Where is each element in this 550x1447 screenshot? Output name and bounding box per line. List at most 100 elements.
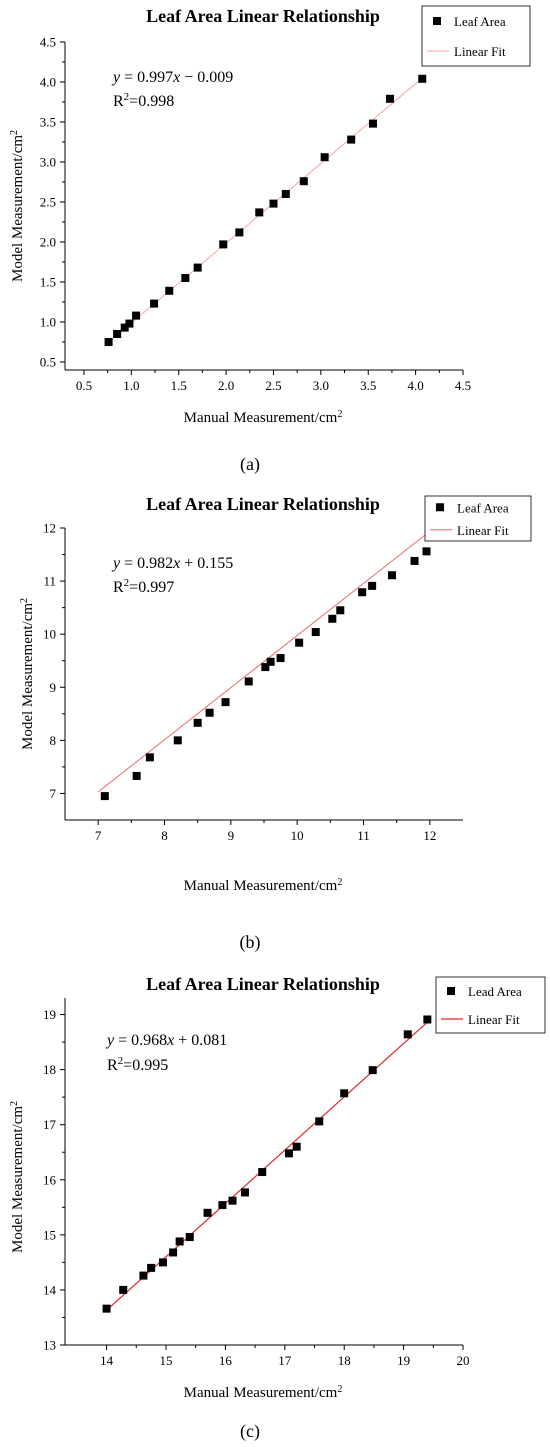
y-axis-label: Model Measurement/cm2 bbox=[9, 1101, 27, 1253]
r-squared-value: =0.997 bbox=[129, 579, 174, 596]
x-tick-label: 2.0 bbox=[218, 378, 234, 393]
x-tick-label: 18 bbox=[338, 1353, 351, 1368]
y-tick-label: 16 bbox=[43, 1172, 57, 1187]
y-tick-label: 17 bbox=[43, 1117, 57, 1132]
y-tick-label: 19 bbox=[43, 1007, 56, 1022]
data-point bbox=[315, 1117, 324, 1126]
y-tick-label: 11 bbox=[43, 574, 56, 589]
x-tick-label: 10 bbox=[291, 828, 304, 843]
y-tick-label: 0.5 bbox=[40, 355, 56, 370]
data-point bbox=[368, 1066, 377, 1075]
x-tick-label: 11 bbox=[357, 828, 370, 843]
equation-x: x bbox=[166, 1032, 174, 1049]
equation-intercept: + 0.155 bbox=[180, 555, 233, 572]
x-tick-label: 20 bbox=[457, 1353, 470, 1368]
x-axis-label-text: Manual Measurement/cm bbox=[184, 410, 338, 426]
data-point bbox=[368, 119, 377, 128]
legend-marker bbox=[436, 503, 444, 512]
data-point bbox=[139, 1271, 148, 1280]
y-axis-label-superscript: 2 bbox=[9, 130, 20, 135]
data-point bbox=[240, 1188, 249, 1197]
r-squared-base: R bbox=[107, 1057, 118, 1074]
equation-y: y bbox=[105, 1032, 115, 1049]
data-point bbox=[276, 654, 285, 663]
scatter-chart-a: Leaf Area Linear Relationship 0.5 1.0 1.5 2.… bbox=[9, 5, 531, 475]
data-point bbox=[119, 1285, 128, 1294]
y-tick-label: 4.0 bbox=[40, 75, 56, 90]
x-tick-label: 2.5 bbox=[265, 378, 281, 393]
x-tick-label: 16 bbox=[219, 1353, 233, 1368]
data-point bbox=[269, 199, 278, 208]
data-point bbox=[100, 792, 109, 801]
r-squared-superscript: 2 bbox=[118, 1055, 124, 1067]
data-point bbox=[125, 319, 134, 328]
fit-equation: y = 0.982x + 0.155 bbox=[111, 555, 233, 572]
data-point bbox=[120, 323, 129, 332]
x-tick-label: 3.5 bbox=[360, 378, 376, 393]
data-point bbox=[299, 177, 308, 186]
data-point bbox=[175, 1237, 184, 1246]
data-point bbox=[311, 628, 320, 637]
fit-equation: y = 0.968x + 0.081 bbox=[105, 1032, 227, 1049]
data-point bbox=[258, 1168, 267, 1177]
scatter-chart-c: Leaf Area Linear Relationship 14 15 16 17 18 1… bbox=[9, 974, 546, 1442]
y-tick-label: 3.0 bbox=[40, 155, 56, 170]
x-axis-label: Manual Measurement/cm2 bbox=[184, 409, 343, 427]
r-squared-value: =0.995 bbox=[123, 1057, 168, 1074]
equation-x: x bbox=[172, 69, 180, 86]
data-point bbox=[336, 606, 345, 615]
x-tick-label: 1.5 bbox=[171, 378, 187, 393]
equation-intercept: + 0.081 bbox=[174, 1032, 227, 1049]
equation-y: y bbox=[111, 69, 121, 86]
data-point bbox=[388, 571, 397, 580]
x-axis-label: Manual Measurement/cm2 bbox=[184, 877, 343, 895]
data-point bbox=[102, 1304, 111, 1313]
y-tick-label: 1.5 bbox=[40, 275, 56, 290]
scatter-chart-b: Leaf Area Linear Relationship 7 8 9 10 11 12 7 8… bbox=[19, 494, 532, 953]
data-point bbox=[159, 1258, 168, 1267]
x-tick-label: 19 bbox=[397, 1353, 410, 1368]
x-tick-label: 3.0 bbox=[313, 378, 329, 393]
legend-label-series: Leaf Area bbox=[457, 500, 509, 515]
data-point bbox=[244, 677, 253, 686]
r-squared-base: R bbox=[113, 579, 124, 596]
data-point bbox=[423, 1015, 432, 1024]
y-tick-label: 12 bbox=[43, 521, 56, 536]
data-point bbox=[104, 338, 113, 346]
panel-label: (a) bbox=[240, 454, 260, 475]
y-tick-label: 18 bbox=[43, 1062, 56, 1077]
x-axis-label: Manual Measurement/cm2 bbox=[184, 1384, 343, 1402]
data-point bbox=[132, 311, 141, 320]
x-axis-label-superscript: 2 bbox=[337, 877, 342, 888]
data-point bbox=[113, 330, 122, 338]
y-tick-label: 3.5 bbox=[40, 115, 56, 130]
data-point bbox=[145, 753, 154, 762]
data-point bbox=[132, 771, 141, 780]
data-point bbox=[165, 286, 174, 295]
x-tick-label: 9 bbox=[228, 828, 235, 843]
data-point bbox=[422, 547, 431, 556]
data-point bbox=[403, 1030, 412, 1039]
r-squared: R2=0.998 bbox=[113, 91, 174, 110]
y-tick-label: 15 bbox=[43, 1227, 56, 1242]
data-point bbox=[281, 190, 290, 198]
linear-fit-line bbox=[97, 530, 431, 793]
data-point bbox=[266, 657, 275, 666]
chart-title: Leaf Area Linear Relationship bbox=[146, 494, 380, 514]
legend-label-fit: Linear Fit bbox=[457, 523, 509, 538]
y-tick-label: 9 bbox=[50, 680, 57, 695]
data-point bbox=[147, 1263, 156, 1272]
equation-y: y bbox=[111, 555, 121, 572]
x-tick-label: 14 bbox=[100, 1353, 114, 1368]
r-squared-base: R bbox=[113, 93, 124, 110]
x-tick-label: 4.5 bbox=[455, 378, 471, 393]
legend-marker bbox=[433, 17, 441, 25]
legend-box bbox=[435, 976, 546, 1034]
x-tick-label: 8 bbox=[161, 828, 168, 843]
x-tick-label: 1.0 bbox=[123, 378, 139, 393]
data-point bbox=[261, 663, 270, 672]
y-axis-label-text: Model Measurement/cm bbox=[10, 1106, 26, 1253]
data-point bbox=[173, 736, 182, 745]
data-point bbox=[340, 1089, 349, 1098]
y-tick-label: 2.0 bbox=[40, 235, 56, 250]
